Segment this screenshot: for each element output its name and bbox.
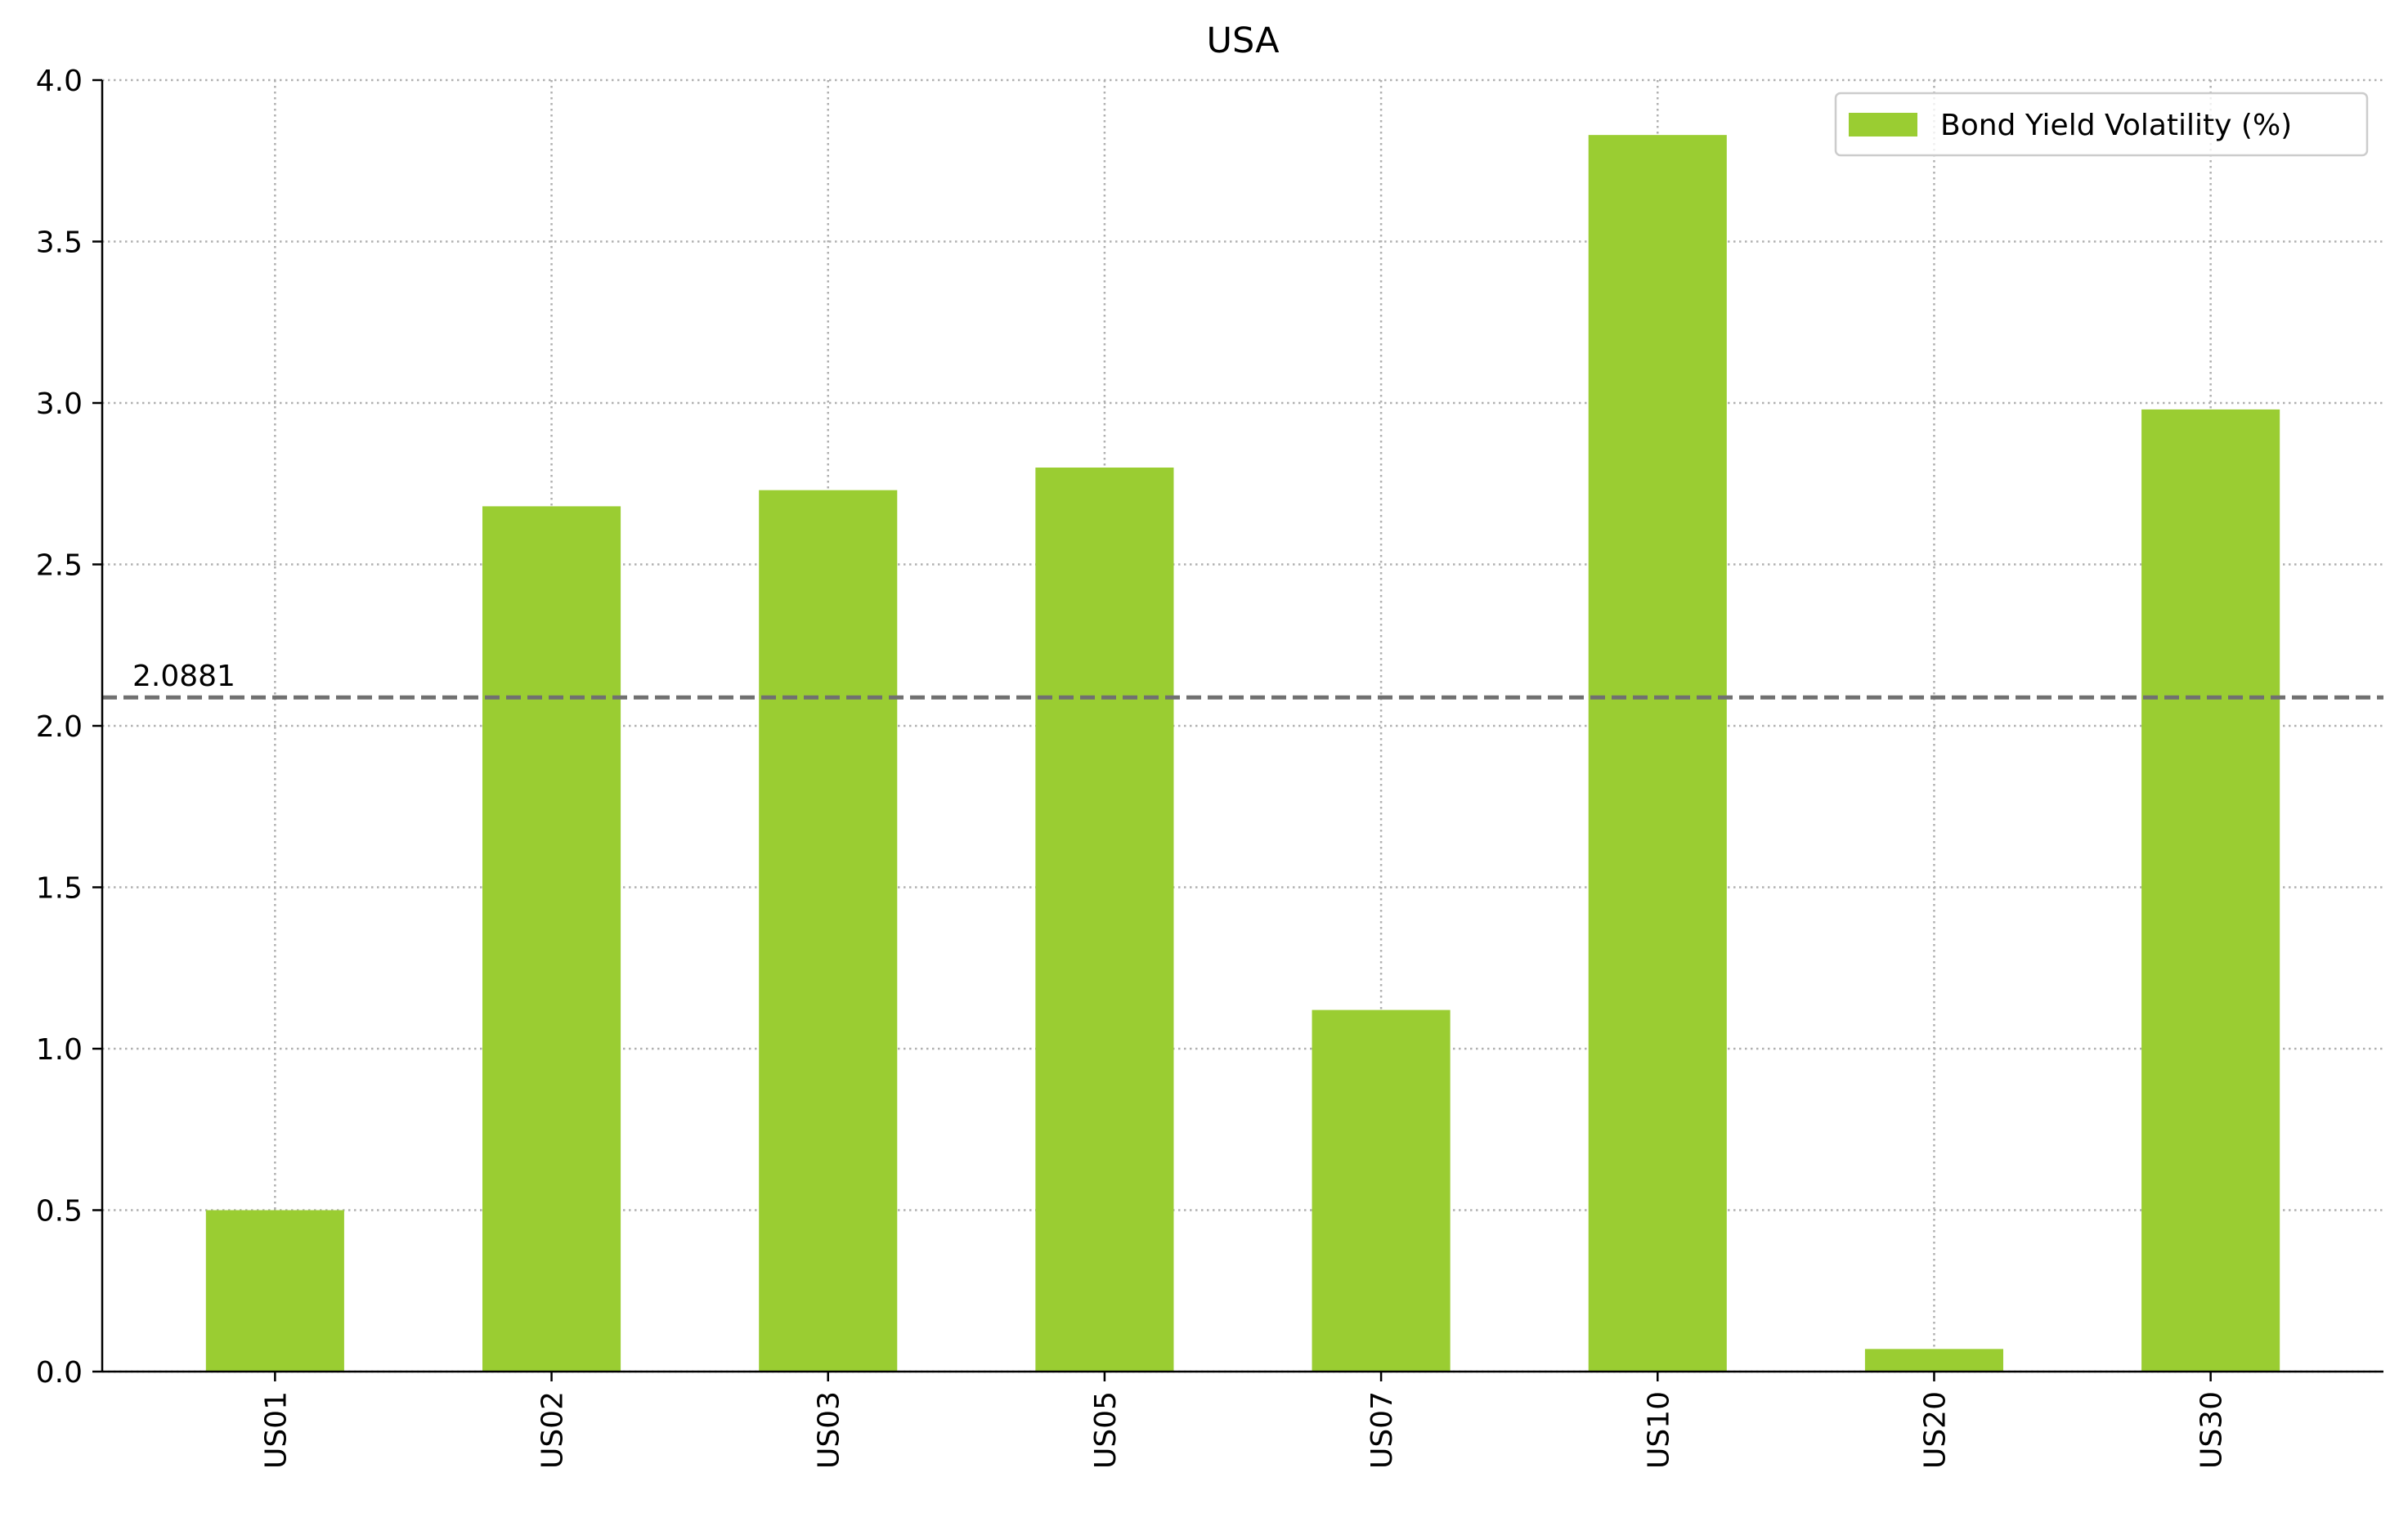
bar-us03 — [759, 490, 898, 1372]
x-tick-label: US20 — [1918, 1391, 1952, 1469]
x-tick-label: US10 — [1642, 1391, 1675, 1469]
bar-us07 — [1312, 1009, 1451, 1372]
x-tick-label: US30 — [2195, 1391, 2229, 1469]
y-tick-label: 0.0 — [36, 1356, 83, 1390]
y-tick-label: 3.0 — [36, 387, 83, 421]
bar-us30 — [2141, 409, 2280, 1372]
y-tick-label: 3.5 — [36, 226, 83, 260]
legend: Bond Yield Volatility (%) — [1834, 92, 2369, 157]
reference-line-group: 2.0881 — [102, 660, 2383, 700]
chart-title: USA — [1207, 20, 1280, 61]
y-tick-label: 0.5 — [36, 1195, 83, 1229]
grid-lines — [102, 78, 2383, 1373]
x-tick-label: US03 — [813, 1391, 846, 1469]
x-tick-label: US05 — [1089, 1391, 1123, 1469]
bar-us05 — [1035, 468, 1174, 1372]
bar-us01 — [205, 1210, 344, 1372]
x-tick-label: US07 — [1365, 1391, 1399, 1469]
y-tick-label: 4.0 — [36, 65, 83, 98]
legend-swatch — [1849, 113, 1917, 137]
y-tick-label: 2.5 — [36, 549, 83, 583]
axes: 0.0 0.5 1.0 1.5 2.0 2.5 3.0 3.5 4.0 US01 US02 US03 U… — [36, 65, 2383, 1469]
bar-us10 — [1588, 135, 1727, 1372]
legend-box — [1834, 92, 2369, 157]
y-tick-label: 1.0 — [36, 1033, 83, 1067]
bar-us02 — [482, 506, 621, 1372]
x-tick-label: US01 — [259, 1391, 293, 1469]
y-tick-label: 2.0 — [36, 710, 83, 744]
bars — [205, 135, 2280, 1372]
legend-label: Bond Yield Volatility (%) — [1940, 109, 2292, 142]
y-tick-label: 1.5 — [36, 872, 83, 906]
x-tick-label: US02 — [536, 1391, 570, 1469]
reference-line-label: 2.0881 — [132, 660, 235, 693]
bar-us20 — [1864, 1349, 2003, 1372]
